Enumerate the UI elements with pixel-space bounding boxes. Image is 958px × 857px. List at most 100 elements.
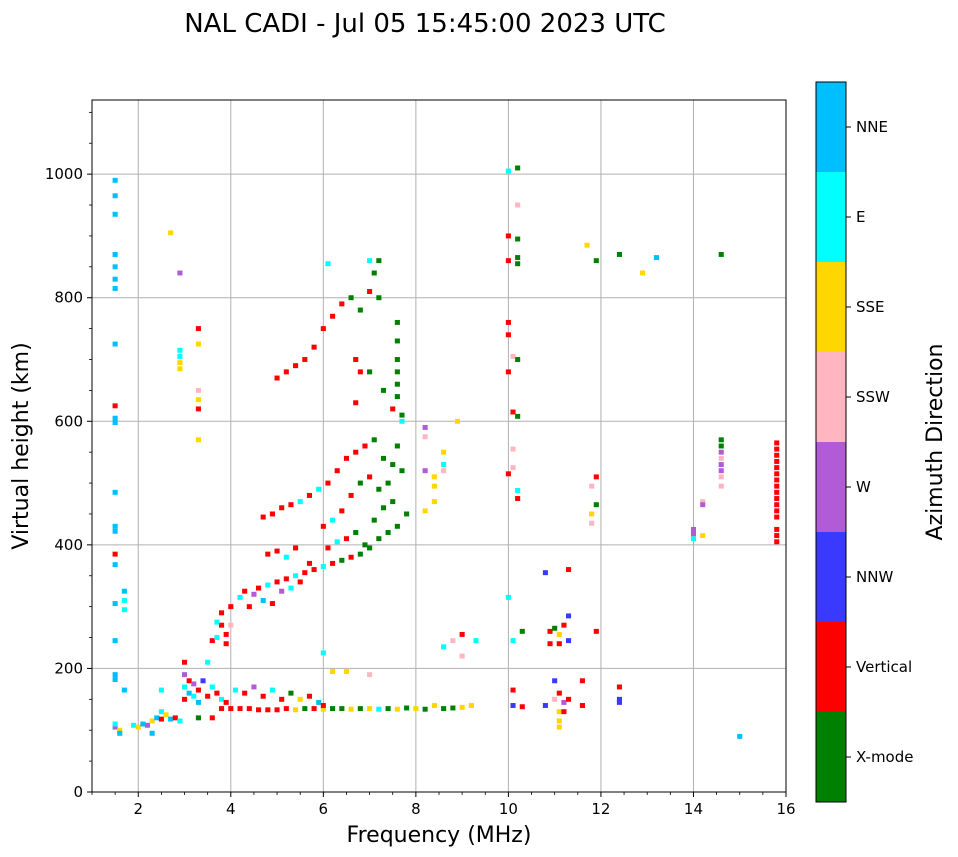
data-point xyxy=(371,437,377,443)
data-point xyxy=(320,523,326,529)
data-point xyxy=(195,387,201,393)
data-point xyxy=(112,721,118,727)
data-point xyxy=(380,455,387,461)
data-point xyxy=(774,533,780,539)
data-point xyxy=(274,375,280,381)
data-point xyxy=(774,483,780,489)
data-point xyxy=(566,567,572,573)
data-point xyxy=(376,536,382,542)
data-point xyxy=(510,687,516,693)
data-point xyxy=(228,706,234,712)
colorbar-swatch xyxy=(816,622,846,712)
data-point xyxy=(339,301,345,307)
data-point xyxy=(718,462,724,468)
data-point xyxy=(519,704,525,710)
data-point xyxy=(552,678,558,684)
data-point xyxy=(353,449,359,455)
data-point xyxy=(223,699,229,705)
data-point xyxy=(330,313,336,319)
data-point xyxy=(556,724,562,730)
data-point xyxy=(112,415,118,421)
data-point xyxy=(353,530,359,535)
data-point xyxy=(112,677,118,683)
data-point xyxy=(376,706,382,712)
data-point xyxy=(181,672,188,678)
data-point xyxy=(505,332,511,338)
data-point xyxy=(311,706,317,712)
data-point xyxy=(348,554,354,560)
data-point xyxy=(510,638,516,644)
data-point xyxy=(515,488,521,493)
data-point xyxy=(774,471,780,477)
data-point xyxy=(371,270,377,276)
data-point xyxy=(640,270,646,276)
data-point xyxy=(200,678,206,684)
data-point xyxy=(367,289,373,295)
data-point xyxy=(251,591,257,597)
data-point xyxy=(510,353,516,359)
data-point xyxy=(774,508,780,514)
colorbar-swatch xyxy=(816,352,846,442)
data-point xyxy=(380,505,387,511)
data-point xyxy=(394,706,400,712)
chart-title: NAL CADI - Jul 05 15:45:00 2023 UTC xyxy=(184,9,666,39)
data-point xyxy=(237,594,243,600)
data-point xyxy=(515,165,521,171)
data-point xyxy=(357,307,363,313)
data-point xyxy=(149,718,155,724)
data-point xyxy=(117,727,123,733)
data-point xyxy=(390,406,396,412)
data-point xyxy=(616,684,622,690)
colorbar-tick-label: SSW xyxy=(856,388,890,406)
data-point xyxy=(718,483,724,489)
data-point xyxy=(177,347,183,353)
data-point xyxy=(593,258,599,264)
data-point xyxy=(306,492,312,498)
data-point xyxy=(561,622,567,628)
data-point xyxy=(181,659,188,665)
data-point xyxy=(362,542,368,548)
data-point xyxy=(459,704,465,710)
data-point xyxy=(385,706,391,712)
data-point xyxy=(172,715,178,721)
data-point xyxy=(584,242,590,248)
data-point xyxy=(566,613,572,619)
colorbar-tick-label: Vertical xyxy=(856,658,912,676)
data-point xyxy=(737,733,743,739)
colorbar-tick-label: W xyxy=(856,478,871,496)
plot-area: 2 4 6 8 10 12 14 16 0 200 400 600 800 1000 xyxy=(45,99,796,818)
data-point xyxy=(774,489,780,495)
data-point xyxy=(441,468,447,474)
data-point xyxy=(700,502,706,508)
data-point xyxy=(186,690,192,696)
colorbar-label: Azimuth Direction xyxy=(923,343,948,540)
data-point xyxy=(394,369,400,375)
y-tick-label: 200 xyxy=(54,659,83,677)
data-point xyxy=(774,465,780,471)
data-point xyxy=(566,696,572,702)
data-point xyxy=(376,258,382,264)
data-point xyxy=(117,730,123,736)
data-point xyxy=(163,712,169,718)
data-point xyxy=(441,462,447,468)
data-point xyxy=(774,452,780,458)
data-point xyxy=(195,699,201,705)
data-point xyxy=(283,706,289,712)
data-point xyxy=(325,480,331,486)
data-point xyxy=(718,437,724,443)
data-point xyxy=(589,520,595,526)
plot-background xyxy=(92,100,786,792)
data-point xyxy=(343,455,350,461)
data-point xyxy=(561,709,567,715)
y-tick-label: 800 xyxy=(54,289,83,307)
data-point xyxy=(589,511,595,517)
data-point xyxy=(288,585,294,591)
data-point xyxy=(279,696,285,702)
data-point xyxy=(616,699,622,705)
data-point xyxy=(718,449,724,455)
data-point xyxy=(283,576,289,582)
y-axis-label: Virtual height (km) xyxy=(9,342,34,549)
data-point xyxy=(112,264,118,270)
data-point xyxy=(288,690,294,696)
